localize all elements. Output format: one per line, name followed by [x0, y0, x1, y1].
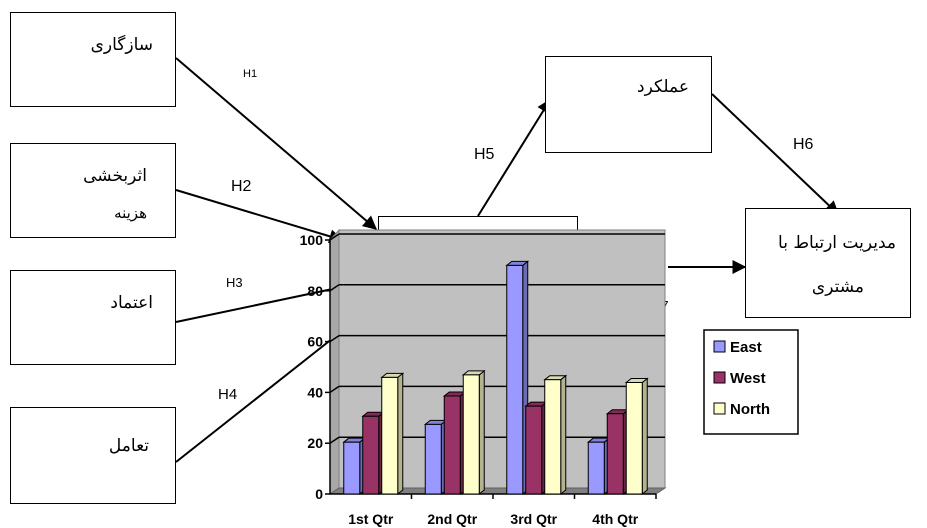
- cost-effectiveness-label-1: اثربخشی: [83, 166, 147, 186]
- bar-east-2: [424, 423, 442, 495]
- bar-west-1: [362, 415, 380, 495]
- compatibility-label: سازگاری: [90, 35, 153, 55]
- legend-label-west: West: [730, 370, 766, 387]
- box-trust: اعتماد: [10, 270, 176, 365]
- bar-north-2: [462, 374, 480, 495]
- y-tick-label: 0: [315, 486, 323, 502]
- bar-east-3: [506, 264, 524, 495]
- legend-label-east: East: [730, 339, 762, 356]
- box-compatibility: سازگاری: [10, 12, 176, 107]
- bar-side: [478, 369, 485, 496]
- y-tick-label: 20: [307, 435, 323, 451]
- bar-side: [641, 377, 648, 496]
- gridline-diag: [329, 436, 340, 444]
- legend-swatch-west: [713, 371, 726, 384]
- crm-label-2: مشتری: [811, 277, 864, 297]
- y-tick-label: 40: [307, 384, 323, 400]
- bar-side: [560, 374, 567, 496]
- h4-label: H4: [218, 386, 238, 403]
- box-performance: عملکرد: [545, 56, 712, 153]
- h5-label: H5: [474, 146, 495, 163]
- y-tick-label: 80: [307, 283, 323, 299]
- h3-label: H3: [226, 275, 243, 290]
- chart-side-wall: [329, 228, 340, 495]
- arrow-h3: [175, 286, 343, 323]
- arrow-h5: [477, 98, 551, 217]
- bar-north-1: [381, 376, 399, 495]
- y-tick-label: 100: [300, 232, 324, 248]
- performance-label: عملکرد: [637, 77, 689, 97]
- h1-label: H1: [243, 68, 258, 80]
- bar-west-4: [606, 413, 624, 495]
- legend-swatch-east: [713, 340, 726, 353]
- x-tick-label: 4th Qtr: [592, 511, 638, 527]
- bar-side: [397, 372, 404, 496]
- bar-west-3: [525, 405, 543, 495]
- arrow-h1: [175, 57, 378, 230]
- bar-west-2: [443, 395, 461, 495]
- bar-north-3: [544, 379, 562, 495]
- x-tick-label: 2nd Qtr: [427, 511, 477, 527]
- x-tick-label: 3rd Qtr: [510, 511, 557, 527]
- h6-label: H6: [793, 136, 814, 153]
- bar-north-4: [625, 381, 643, 495]
- legend-label-north: North: [730, 401, 770, 418]
- interaction-label: تعامل: [108, 436, 149, 456]
- bar-east-1: [343, 441, 361, 495]
- gridline-diag: [329, 284, 340, 292]
- arrow-h6: [711, 93, 840, 215]
- arrow-h4: [175, 330, 343, 463]
- crm-label-1: مدیریت ارتباط با: [778, 233, 896, 253]
- legend-swatch-north: [713, 402, 726, 415]
- gridline-diag: [329, 385, 340, 394]
- gridline-diag: [329, 334, 340, 343]
- box-interaction: تعامل: [10, 407, 176, 504]
- arrow-h2: [175, 189, 344, 244]
- x-tick-label: 1st Qtr: [348, 511, 394, 527]
- gridline-diag: [329, 233, 340, 241]
- box-cost-effectiveness: اثربخشی هزینه: [10, 143, 176, 238]
- trust-label: اعتماد: [110, 293, 153, 313]
- y-tick-label: 60: [307, 334, 323, 350]
- bar-east-4: [587, 441, 605, 495]
- cost-effectiveness-label-2: هزینه: [114, 204, 147, 222]
- h2-label: H2: [231, 178, 252, 195]
- box-crm: مدیریت ارتباط با مشتری: [745, 208, 911, 318]
